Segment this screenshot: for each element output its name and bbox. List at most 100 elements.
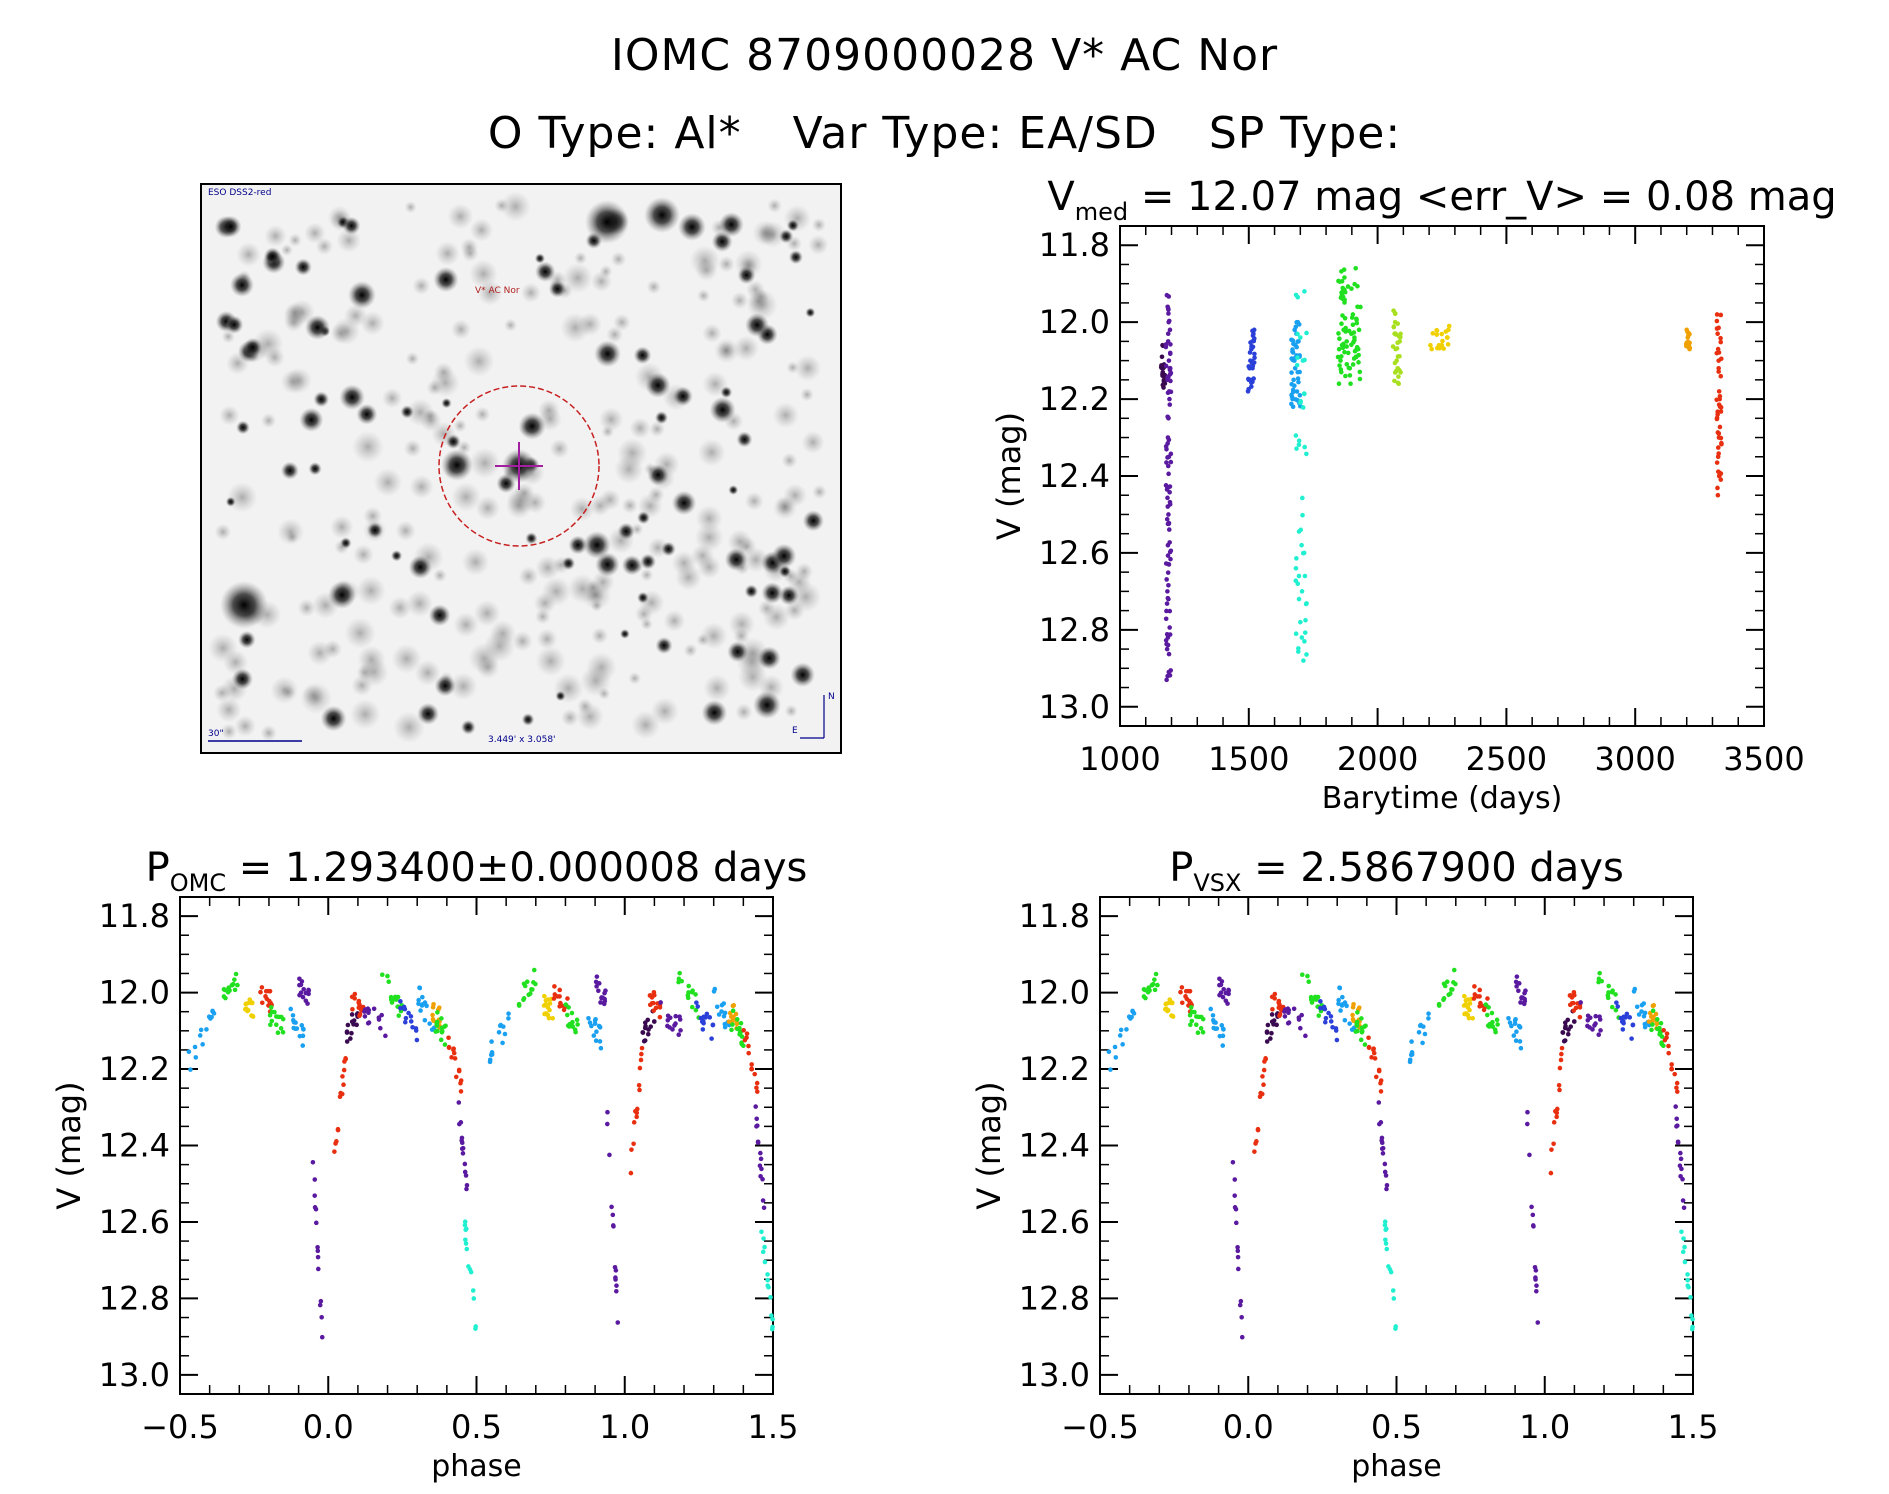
data-point [1153, 971, 1159, 977]
data-point [1446, 323, 1452, 329]
data-point [572, 1027, 578, 1032]
data-point [1420, 1040, 1425, 1046]
phase-omc-plot: −0.5 0.0 0.5 1.0 1.5 11.8 12.0 12.2 12.4 12.6 12.8… [50, 845, 807, 1484]
data-point [389, 1000, 395, 1005]
data-point [1238, 1298, 1244, 1304]
data-point [1344, 344, 1349, 349]
data-point [1165, 455, 1170, 460]
data-point [1167, 351, 1173, 357]
data-point [348, 1036, 353, 1041]
data-point [569, 1010, 575, 1016]
svg-text:N: N [828, 692, 835, 702]
data-point [1467, 1007, 1472, 1013]
data-point [1451, 967, 1457, 973]
data-point [221, 994, 227, 999]
x-axis-label: Barytime (days) [1322, 781, 1563, 816]
data-point [1349, 286, 1354, 291]
data-point [760, 1249, 766, 1255]
y-tick-label: 12.6 [1019, 1203, 1090, 1241]
data-point [1678, 1156, 1684, 1162]
data-point [1302, 573, 1308, 579]
data-point [379, 1012, 384, 1018]
data-point [1141, 987, 1147, 992]
data-point [547, 1001, 553, 1006]
data-point [1562, 1038, 1568, 1043]
data-point [1167, 625, 1172, 630]
data-point [358, 1004, 364, 1010]
data-point [1338, 367, 1344, 372]
data-point [1439, 331, 1445, 337]
data-point [1383, 1241, 1389, 1246]
data-point [1350, 322, 1356, 328]
data-point [1655, 1017, 1660, 1022]
data-point [600, 995, 606, 1001]
data-point [1664, 1031, 1670, 1036]
data-point [1578, 1000, 1583, 1005]
data-point [1302, 357, 1307, 363]
y-tick-label: 11.8 [1039, 226, 1110, 264]
data-point [1718, 339, 1724, 345]
data-point [642, 1038, 648, 1043]
data-point [547, 1007, 552, 1013]
data-point [1685, 1272, 1690, 1277]
data-point [1714, 416, 1720, 422]
x-tick-label: 1.0 [1519, 1408, 1570, 1446]
data-point [1348, 381, 1353, 386]
data-point [1117, 1033, 1123, 1038]
data-point [1118, 1027, 1124, 1033]
data-point [1278, 1004, 1284, 1010]
data-point [1106, 1049, 1112, 1054]
data-point [416, 1001, 421, 1007]
data-point [1666, 1043, 1671, 1049]
data-point [1337, 336, 1342, 342]
data-point [551, 996, 557, 1001]
data-point [1165, 570, 1171, 575]
data-point [1382, 1219, 1388, 1225]
data-point [591, 1033, 597, 1038]
data-point [1557, 1087, 1562, 1093]
data-point [1336, 381, 1342, 386]
data-point [1167, 673, 1173, 678]
data-point [1252, 351, 1257, 357]
data-point [1299, 589, 1305, 594]
data-point [1166, 318, 1172, 324]
data-point [1395, 380, 1401, 386]
data-point [1294, 446, 1299, 451]
data-point [1336, 1001, 1341, 1007]
data-point [1609, 989, 1615, 995]
data-point [1272, 996, 1277, 1001]
data-point [543, 1002, 549, 1007]
data-point [1685, 1277, 1690, 1283]
data-point [1351, 356, 1357, 361]
data-point [636, 1082, 642, 1088]
data-point [1195, 1030, 1201, 1035]
data-point [315, 1248, 321, 1254]
data-point [1685, 333, 1691, 339]
data-point [694, 1000, 699, 1005]
data-point [1717, 394, 1723, 399]
data-point [1585, 1017, 1591, 1023]
data-point [1129, 1014, 1134, 1020]
data-point [1170, 1014, 1176, 1019]
data-point [1165, 331, 1171, 337]
data-point [1445, 342, 1451, 347]
data-point [1337, 363, 1342, 368]
data-point [1261, 1067, 1267, 1073]
data-point [631, 1120, 637, 1125]
x-tick-label: 1500 [1208, 740, 1289, 778]
data-point [1302, 630, 1308, 635]
data-point [267, 988, 273, 994]
data-point [1211, 1025, 1217, 1031]
data-point [446, 1035, 451, 1041]
data-point [754, 1085, 759, 1091]
data-point [1714, 312, 1720, 317]
data-point [1293, 631, 1299, 637]
y-tick-label: 12.2 [99, 1050, 170, 1088]
data-point [1479, 1003, 1485, 1009]
data-point [1260, 1074, 1265, 1079]
data-point [1124, 1027, 1129, 1032]
data-point [1681, 1236, 1686, 1241]
data-point [700, 1019, 706, 1024]
data-point [1387, 1267, 1393, 1272]
data-point [319, 1315, 324, 1320]
